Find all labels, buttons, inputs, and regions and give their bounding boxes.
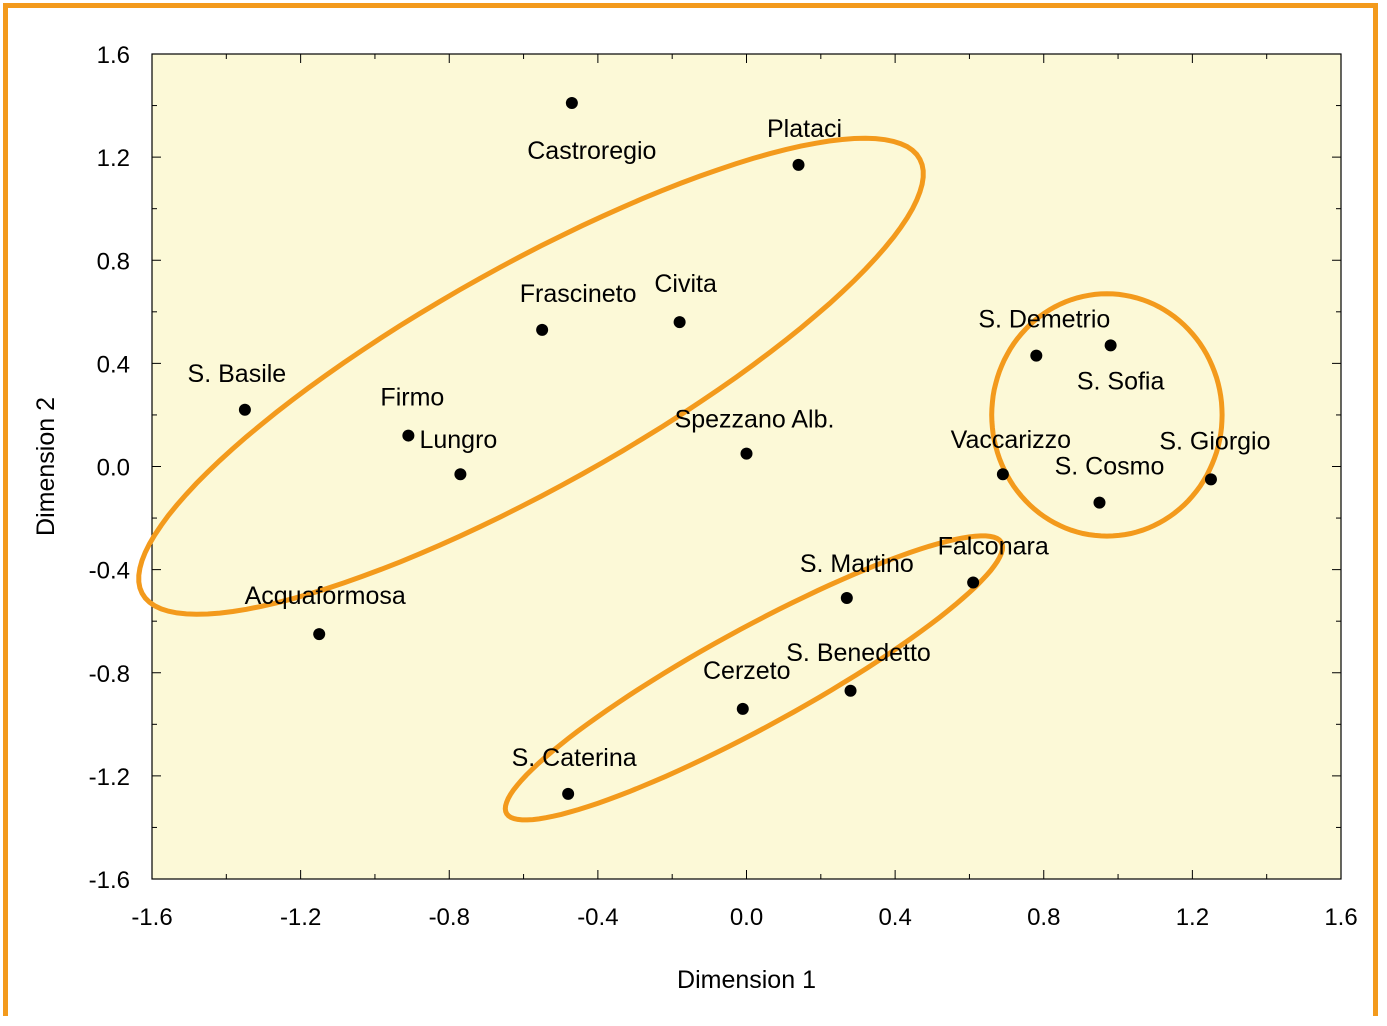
axis-ticks: -1.6 -1.2 -0.8 -0.4 0.0 0.4 0.8 1.2 1.6 1.6 1.2 0.8… xyxy=(89,42,1358,931)
data-point xyxy=(565,96,578,109)
data-point xyxy=(1104,339,1117,352)
data-point xyxy=(996,468,1009,481)
scatter-chart: -1.6 -1.2 -0.8 -0.4 0.0 0.4 0.8 1.2 1.6 1.6 1.2 0.8… xyxy=(32,42,1358,994)
data-point xyxy=(1030,349,1043,362)
x-tick-label: 0.0 xyxy=(730,904,763,931)
cluster-ellipse-3 xyxy=(989,291,1225,539)
x-tick-label: -1.6 xyxy=(131,904,172,931)
point-label: S. Demetrio xyxy=(978,306,1110,334)
x-tick-label: 0.8 xyxy=(1027,904,1060,931)
point-label: Frascineto xyxy=(520,280,637,308)
y-tick-label: 0.8 xyxy=(97,248,130,275)
x-tick-label: 1.6 xyxy=(1324,904,1357,931)
point-label: S. Caterina xyxy=(512,744,637,772)
data-point xyxy=(1093,496,1106,509)
point-label: Civita xyxy=(654,270,717,298)
x-axis-title: Dimension 1 xyxy=(677,966,816,994)
data-point xyxy=(536,323,549,336)
point-label: Acquaformosa xyxy=(245,582,406,610)
point-label: Castroregio xyxy=(527,137,656,165)
point-label: S. Benedetto xyxy=(786,639,931,667)
x-tick-label: -0.4 xyxy=(577,904,618,931)
y-tick-label: -1.2 xyxy=(89,764,130,791)
x-tick-label: -0.8 xyxy=(429,904,470,931)
chart-frame: -1.6 -1.2 -0.8 -0.4 0.0 0.4 0.8 1.2 1.6 1.6 1.2 0.8… xyxy=(3,3,1378,1016)
point-label: S. Basile xyxy=(188,360,287,388)
data-point xyxy=(313,628,326,641)
data-point xyxy=(1204,473,1217,486)
x-tick-label: 0.4 xyxy=(878,904,911,931)
y-tick-label: -1.6 xyxy=(89,867,130,894)
data-point xyxy=(967,576,980,589)
data-point xyxy=(454,468,467,481)
point-label: Falconara xyxy=(938,533,1049,561)
point-label: S. Giorgio xyxy=(1159,427,1270,455)
point-labels: Castroregio Plataci Frascineto Civita S. Bas… xyxy=(188,115,1271,772)
plot-area xyxy=(151,53,1342,880)
data-point xyxy=(736,702,749,715)
cluster-ellipses xyxy=(136,135,1225,823)
x-tick-label: -1.2 xyxy=(280,904,321,931)
cluster-ellipse-2 xyxy=(502,533,1006,823)
point-label: S. Martino xyxy=(800,550,914,578)
point-label: S. Sofia xyxy=(1077,367,1165,395)
point-label: Firmo xyxy=(380,384,444,412)
data-point xyxy=(840,591,853,604)
y-tick-label: 1.2 xyxy=(97,145,130,172)
data-points xyxy=(238,96,1217,800)
data-point xyxy=(844,684,857,697)
y-tick-label: 1.6 xyxy=(97,42,130,69)
y-tick-label: 0.4 xyxy=(97,351,130,378)
data-point xyxy=(673,316,686,329)
cluster-ellipse-1 xyxy=(136,135,926,617)
data-point xyxy=(792,158,805,171)
y-axis-title: Dimension 2 xyxy=(32,397,60,536)
data-point xyxy=(562,787,575,800)
point-label: Cerzeto xyxy=(703,657,791,685)
point-label: S. Cosmo xyxy=(1055,453,1165,481)
y-tick-label: -0.8 xyxy=(89,661,130,688)
data-point xyxy=(740,447,753,460)
y-tick-label: -0.4 xyxy=(89,558,130,585)
point-label: Vaccarizzo xyxy=(951,426,1071,454)
x-tick-label: 1.2 xyxy=(1176,904,1209,931)
data-point xyxy=(402,429,415,442)
point-label: Lungro xyxy=(419,426,497,454)
y-tick-label: 0.0 xyxy=(97,455,130,482)
point-label: Spezzano Alb. xyxy=(675,406,835,434)
point-label: Plataci xyxy=(767,115,842,143)
data-point xyxy=(238,403,251,416)
